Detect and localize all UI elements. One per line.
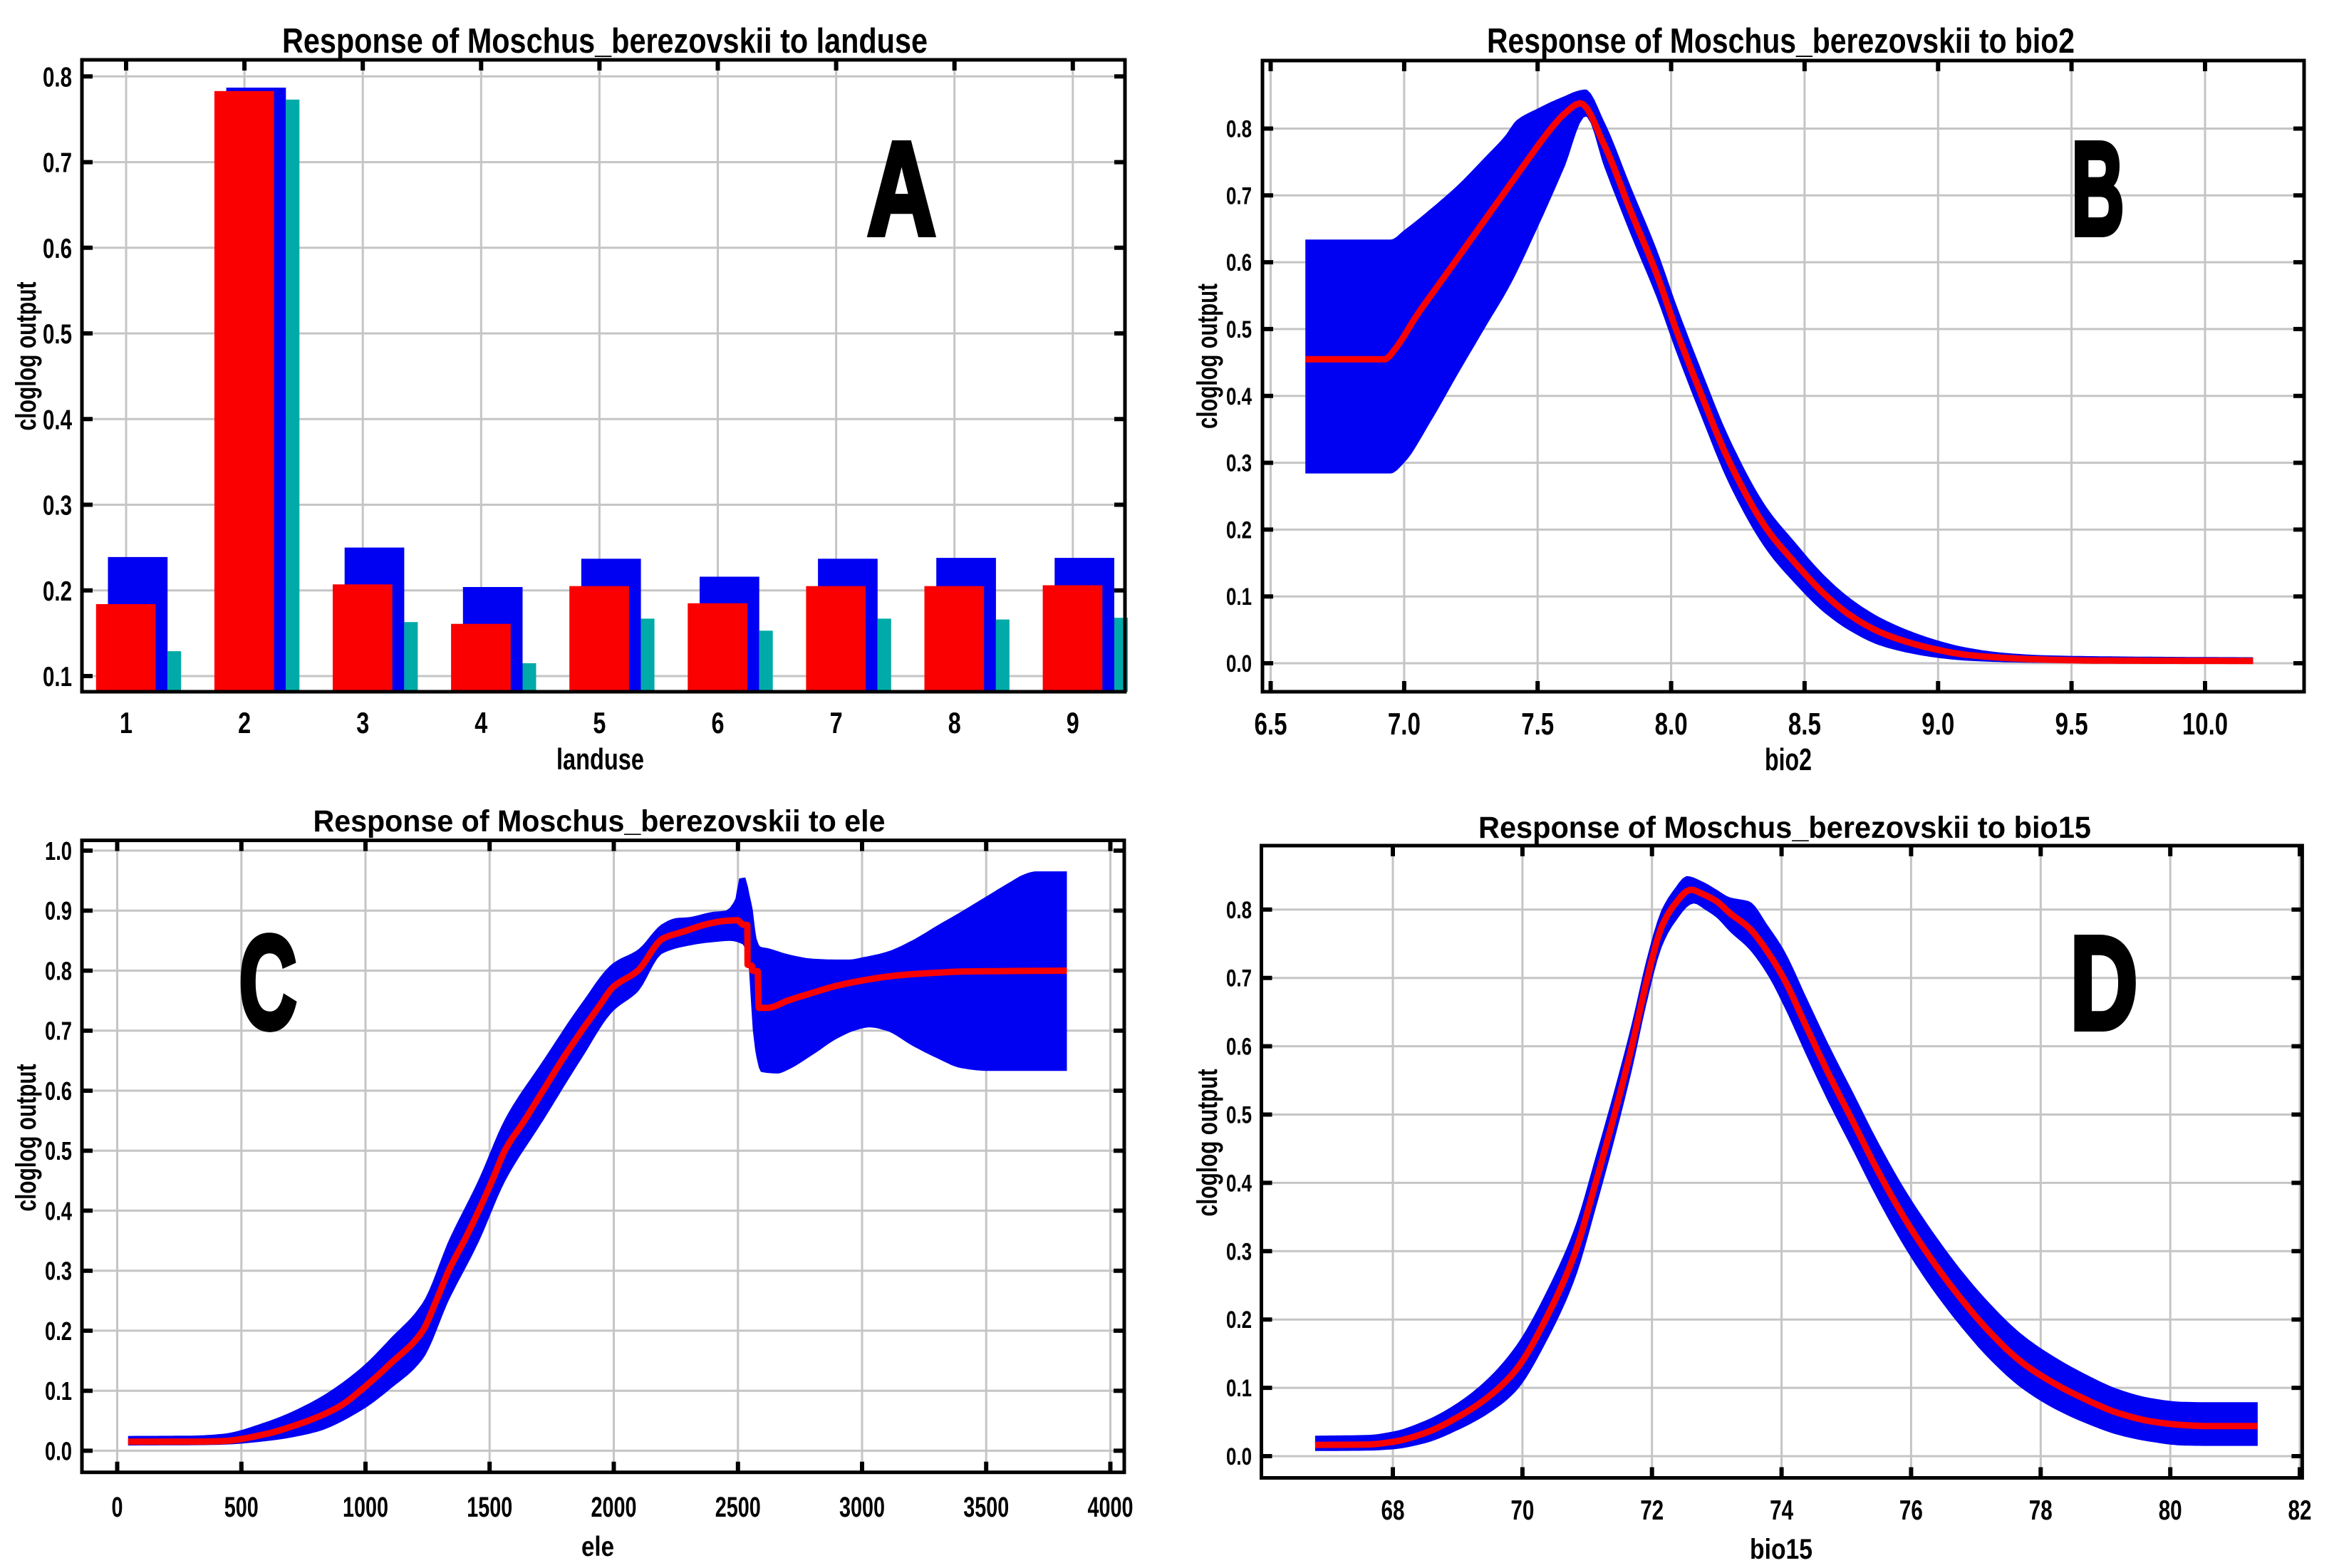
svg-text:Response of Moschus_berezovski: Response of Moschus_berezovskii to landu… <box>282 22 928 61</box>
svg-text:0.3: 0.3 <box>1226 450 1252 477</box>
svg-text:cloglog output: cloglog output <box>1192 284 1223 429</box>
svg-text:74: 74 <box>1770 1495 1793 1526</box>
svg-text:8.5: 8.5 <box>1788 707 1821 742</box>
svg-text:bio2: bio2 <box>1765 742 1812 777</box>
svg-text:1000: 1000 <box>343 1492 388 1523</box>
svg-text:B: B <box>2072 115 2125 263</box>
svg-text:2000: 2000 <box>591 1492 637 1523</box>
svg-text:D: D <box>2070 910 2138 1057</box>
svg-text:0.9: 0.9 <box>45 896 72 925</box>
svg-text:0.8: 0.8 <box>1226 116 1252 143</box>
svg-text:82: 82 <box>2288 1495 2312 1526</box>
svg-text:0.6: 0.6 <box>1226 249 1252 276</box>
svg-text:8: 8 <box>948 706 961 739</box>
svg-text:5: 5 <box>593 706 606 739</box>
svg-text:4: 4 <box>474 706 487 739</box>
svg-text:0.1: 0.1 <box>1226 583 1252 611</box>
svg-text:6.5: 6.5 <box>1255 707 1287 742</box>
svg-text:0.6: 0.6 <box>45 1076 72 1106</box>
svg-text:0.6: 0.6 <box>1226 1034 1252 1061</box>
svg-text:10.0: 10.0 <box>2182 707 2228 742</box>
svg-text:0.4: 0.4 <box>1226 1170 1252 1197</box>
svg-text:0.3: 0.3 <box>1226 1238 1252 1265</box>
svg-text:0.2: 0.2 <box>1226 1307 1252 1334</box>
svg-text:cloglog output: cloglog output <box>11 1064 42 1212</box>
svg-text:3: 3 <box>356 706 369 739</box>
svg-text:0.0: 0.0 <box>45 1436 72 1465</box>
svg-text:A: A <box>868 115 936 263</box>
svg-text:9.0: 9.0 <box>1921 707 1954 742</box>
svg-text:0.5: 0.5 <box>43 319 72 350</box>
svg-text:8.0: 8.0 <box>1655 707 1688 742</box>
svg-text:1: 1 <box>120 706 133 739</box>
svg-text:7.5: 7.5 <box>1521 707 1554 742</box>
svg-text:2: 2 <box>238 706 251 739</box>
svg-text:0.2: 0.2 <box>45 1317 72 1346</box>
svg-text:Response of Moschus_berezovski: Response of Moschus_berezovskii to bio15 <box>1478 811 2091 845</box>
svg-text:0.1: 0.1 <box>1226 1375 1252 1402</box>
svg-text:0.1: 0.1 <box>43 662 72 692</box>
svg-text:landuse: landuse <box>556 742 644 776</box>
svg-text:0.4: 0.4 <box>45 1196 72 1225</box>
svg-text:0.5: 0.5 <box>45 1136 72 1165</box>
svg-text:7: 7 <box>830 706 843 739</box>
svg-text:0.7: 0.7 <box>45 1017 72 1046</box>
svg-text:3000: 3000 <box>839 1492 885 1523</box>
svg-text:0.3: 0.3 <box>43 491 72 521</box>
svg-text:78: 78 <box>2029 1495 2053 1526</box>
svg-text:4000: 4000 <box>1088 1492 1134 1523</box>
svg-text:0.1: 0.1 <box>45 1376 72 1406</box>
svg-text:1500: 1500 <box>467 1492 512 1523</box>
svg-text:cloglog output: cloglog output <box>1192 1069 1223 1217</box>
svg-text:0.7: 0.7 <box>43 148 72 179</box>
svg-text:ele: ele <box>581 1532 614 1562</box>
svg-text:2500: 2500 <box>715 1492 761 1523</box>
svg-text:9.5: 9.5 <box>2055 707 2088 742</box>
svg-text:0.0: 0.0 <box>1226 650 1252 677</box>
svg-text:0.2: 0.2 <box>43 576 72 607</box>
svg-text:1.0: 1.0 <box>45 836 72 866</box>
svg-text:Response of Moschus_berezovski: Response of Moschus_berezovskii to ele <box>313 804 886 838</box>
svg-text:C: C <box>239 909 297 1056</box>
svg-text:80: 80 <box>2159 1495 2182 1526</box>
svg-text:6: 6 <box>712 706 725 739</box>
svg-text:3500: 3500 <box>963 1492 1009 1523</box>
svg-text:0.8: 0.8 <box>45 957 72 986</box>
svg-text:7.0: 7.0 <box>1388 707 1421 742</box>
svg-text:68: 68 <box>1381 1495 1405 1526</box>
svg-text:0.4: 0.4 <box>43 405 72 435</box>
svg-text:0.5: 0.5 <box>1226 1102 1252 1129</box>
svg-text:0.7: 0.7 <box>1226 182 1252 209</box>
svg-text:0.4: 0.4 <box>1226 383 1252 410</box>
svg-text:cloglog output: cloglog output <box>11 282 42 431</box>
svg-text:0.5: 0.5 <box>1226 316 1252 343</box>
svg-text:0.2: 0.2 <box>1226 516 1252 544</box>
svg-text:72: 72 <box>1640 1495 1664 1526</box>
svg-text:bio15: bio15 <box>1750 1534 1812 1565</box>
svg-text:76: 76 <box>1899 1495 1923 1526</box>
svg-text:0.8: 0.8 <box>43 62 72 93</box>
svg-text:0: 0 <box>112 1492 123 1523</box>
svg-text:0.0: 0.0 <box>1226 1443 1252 1470</box>
svg-text:70: 70 <box>1510 1495 1534 1526</box>
svg-text:0.7: 0.7 <box>1226 965 1252 992</box>
svg-text:0.6: 0.6 <box>43 234 72 264</box>
svg-text:0.3: 0.3 <box>45 1257 72 1286</box>
svg-text:0.8: 0.8 <box>1226 897 1252 924</box>
svg-text:500: 500 <box>224 1492 259 1523</box>
svg-text:9: 9 <box>1067 706 1079 739</box>
svg-text:Response of Moschus_berezovski: Response of Moschus_berezovskii to bio2 <box>1487 22 2075 61</box>
